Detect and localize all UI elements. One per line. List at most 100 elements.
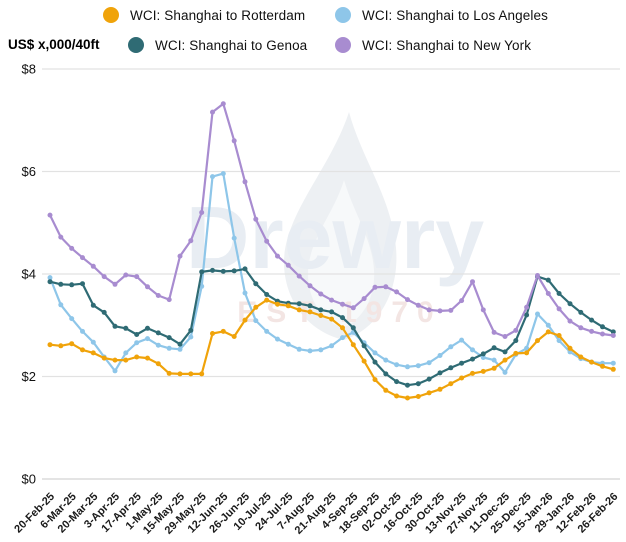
data-point-rotterdam [524,350,530,356]
data-point-los-angeles [210,174,215,180]
data-point-genoa [329,309,335,315]
legend-label-new-york: WCI: Shanghai to New York [362,37,532,53]
data-point-new-york [340,301,345,307]
y-axis-tick-label: $4 [22,267,36,282]
y-axis-tick-label: $8 [22,62,36,77]
data-point-new-york [220,101,226,107]
data-point-rotterdam [242,317,248,323]
data-point-genoa [318,307,324,313]
data-point-genoa [556,291,562,296]
data-point-genoa [155,330,161,336]
data-point-rotterdam [134,354,140,360]
data-point-rotterdam [188,371,194,377]
data-point-los-angeles [69,316,75,322]
data-point-genoa [199,269,205,275]
data-point-los-angeles [58,302,64,308]
data-point-new-york [350,305,356,311]
data-point-rotterdam [513,350,519,356]
data-point-new-york [307,283,313,289]
data-point-genoa [426,376,432,382]
data-point-rotterdam [307,309,313,315]
y-axis-tick-label: $0 [22,472,36,487]
data-point-genoa [383,371,389,377]
data-point-genoa [296,301,302,307]
data-point-los-angeles [123,350,129,356]
los-angeles-series-dot-icon [335,7,351,23]
data-point-new-york [459,298,465,304]
data-point-rotterdam [437,386,443,392]
data-point-rotterdam [448,381,454,387]
legend-item-rotterdam: WCI: Shanghai to Rotterdam [103,5,305,25]
data-point-los-angeles [166,345,172,351]
data-point-genoa [545,277,551,283]
data-point-los-angeles [134,340,140,346]
data-point-los-angeles [372,350,378,356]
data-point-rotterdam [210,331,215,336]
data-point-new-york [535,273,540,278]
data-point-los-angeles [318,347,324,353]
data-point-genoa [459,360,465,366]
data-point-rotterdam [58,343,64,349]
data-point-los-angeles [535,311,540,317]
data-point-rotterdam [231,334,237,339]
data-point-new-york [210,109,215,115]
data-point-new-york [177,253,183,259]
data-point-rotterdam [361,358,367,364]
data-point-rotterdam [459,375,465,381]
rotterdam-series-dot-icon [103,7,119,23]
data-point-los-angeles [155,342,161,348]
data-point-genoa [134,332,140,337]
data-point-new-york [394,289,400,295]
data-point-los-angeles [296,346,302,352]
data-point-rotterdam [220,328,226,334]
data-point-genoa [101,309,107,315]
data-point-rotterdam [567,345,573,351]
data-point-rotterdam [145,355,150,361]
data-point-new-york [437,308,443,314]
data-point-new-york [242,179,248,185]
data-point-los-angeles [231,235,237,241]
data-point-rotterdam [69,341,75,347]
data-point-rotterdam [329,316,335,322]
data-point-los-angeles [329,343,335,349]
data-point-genoa [58,281,64,287]
y-axis-tick-label: $6 [22,164,36,179]
data-point-genoa [220,268,226,274]
data-point-genoa [513,338,519,344]
data-point-genoa [480,351,486,357]
new-york-series-dot-icon [335,37,351,53]
data-point-rotterdam [600,363,605,369]
data-point-rotterdam [394,393,400,399]
data-point-rotterdam [101,355,107,361]
x-axis-labels: 20-Feb-256-Mar-2520-Mar-253-Apr-2517-Apr… [12,491,620,537]
data-point-rotterdam [47,342,53,348]
data-point-new-york [318,291,324,297]
data-point-new-york [285,262,291,268]
data-point-new-york [296,273,302,279]
data-point-genoa [112,323,118,329]
data-point-rotterdam [155,361,161,367]
data-point-rotterdam [610,366,616,372]
watermark: Drewry EST 1970 [186,112,484,340]
data-point-genoa [188,327,194,333]
data-point-los-angeles [112,368,118,374]
data-point-new-york [567,318,573,324]
legend-item-los-angeles: WCI: Shanghai to Los Angeles [335,5,548,25]
data-point-new-york [199,210,205,215]
data-point-genoa [47,279,53,285]
data-point-rotterdam [383,387,389,393]
data-point-rotterdam [285,303,291,309]
y-axis-labels: $0 $2 $4 $6 $8 [22,62,36,487]
data-point-los-angeles [394,362,400,368]
y-axis-tick-label: $2 [22,369,36,384]
data-point-new-york [600,331,605,337]
data-point-new-york [448,307,454,313]
y-axis-unit-label: US$ x,000/40ft [8,37,100,52]
data-point-rotterdam [535,338,540,344]
data-point-genoa [340,315,345,321]
data-point-genoa [610,329,616,335]
data-point-rotterdam [578,354,584,360]
data-point-los-angeles [145,336,150,342]
data-point-genoa [600,324,605,330]
